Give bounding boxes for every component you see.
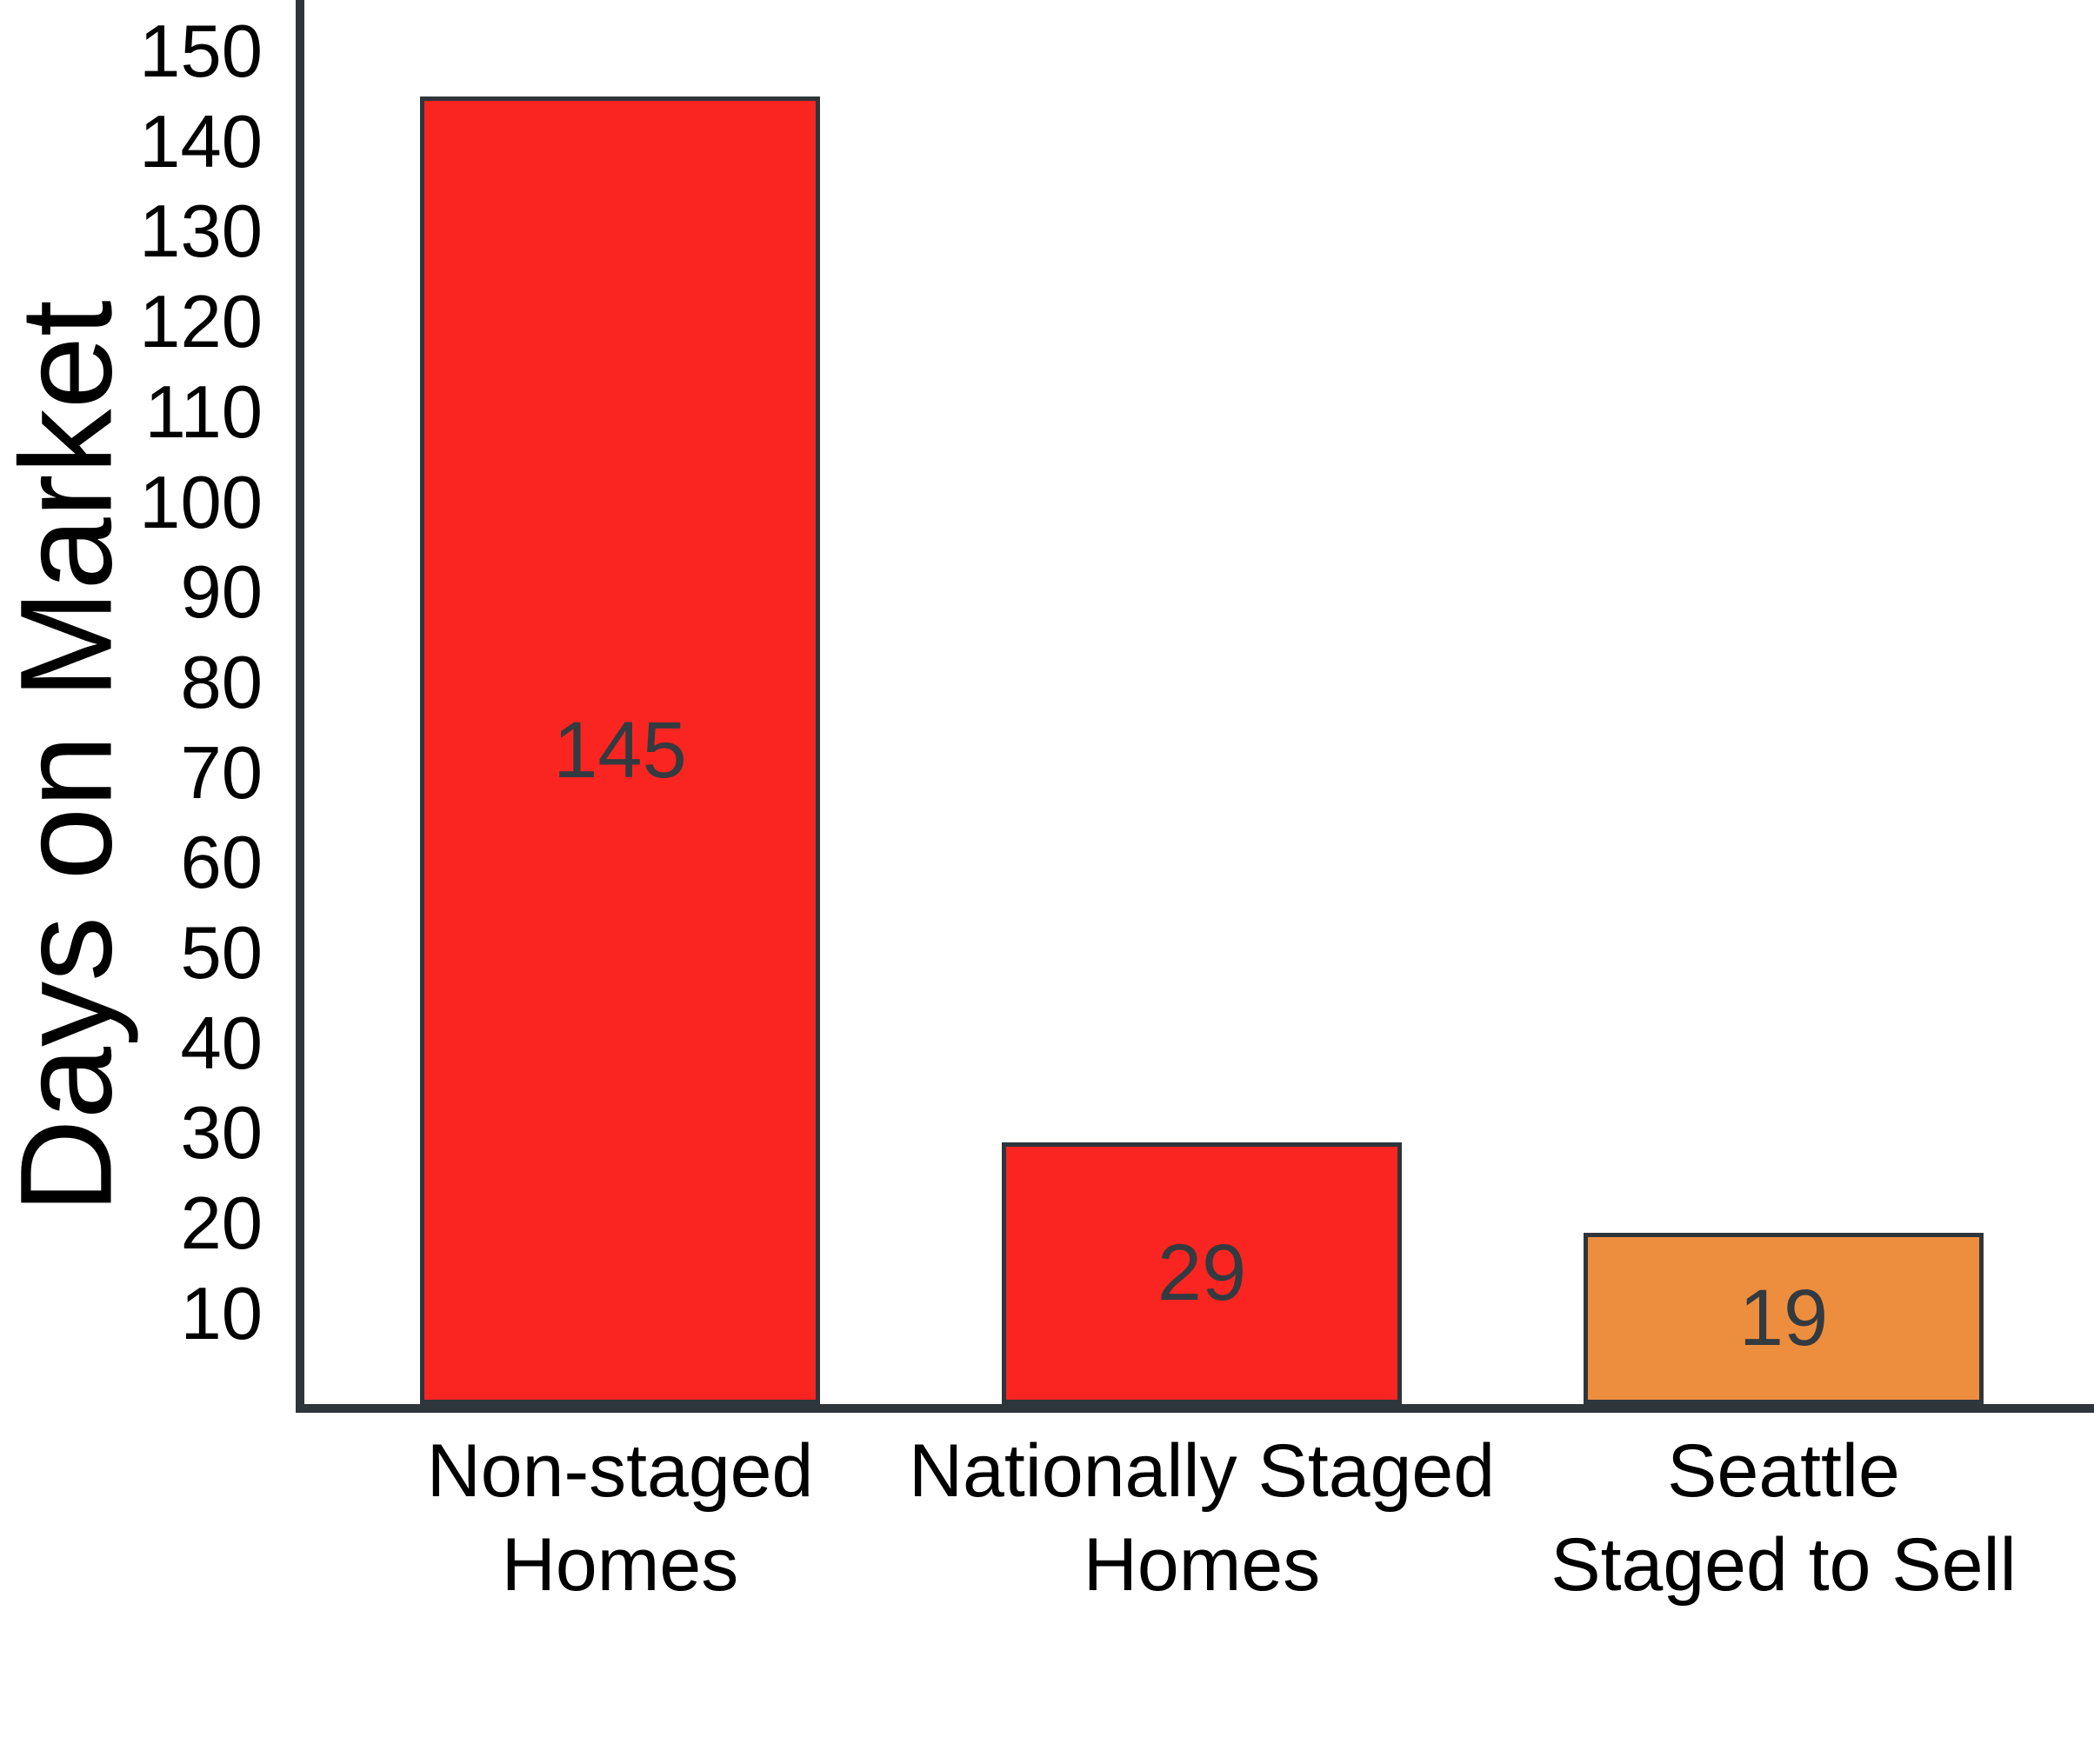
y-tick-label: 150 (139, 10, 263, 93)
y-tick-label: 20 (180, 1182, 263, 1266)
y-tick-label: 100 (139, 461, 263, 544)
bar-value-label: 19 (1738, 1274, 1829, 1362)
x-axis-line (296, 1404, 2094, 1413)
y-tick-label: 50 (180, 912, 263, 995)
bar-value-label: 29 (1157, 1228, 1247, 1317)
y-tick-label: 70 (180, 731, 263, 815)
y-tick-label: 90 (180, 551, 263, 635)
y-tick-label: 30 (180, 1092, 263, 1175)
y-tick-label: 140 (139, 100, 263, 183)
x-category-label: Non-staged Homes (426, 1429, 814, 1607)
x-category-label: Nationally Staged Homes (908, 1429, 1496, 1607)
y-axis-line (296, 0, 304, 1413)
y-tick-label: 80 (180, 641, 263, 724)
x-category-label: Seattle Staged to Sell (1550, 1429, 2017, 1607)
bar: 19 (1584, 1233, 1984, 1404)
bar: 29 (1002, 1142, 1402, 1404)
y-tick-label: 10 (180, 1272, 263, 1355)
y-tick-label: 120 (139, 281, 263, 364)
bar: 145 (420, 97, 820, 1404)
y-tick-label: 110 (144, 370, 263, 454)
y-tick-label: 60 (180, 822, 263, 905)
y-tick-label: 40 (180, 1002, 263, 1085)
bar-value-label: 145 (553, 705, 687, 795)
y-tick-label: 130 (139, 190, 263, 274)
